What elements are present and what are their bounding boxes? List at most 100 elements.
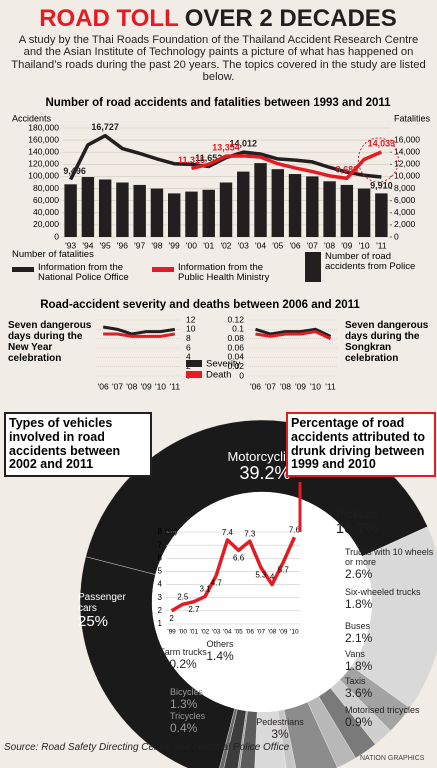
- x-tick-label: '07: [265, 381, 276, 391]
- data-label: 4: [270, 573, 275, 582]
- chart-title: Road-accident severity and deaths betwee…: [40, 299, 360, 311]
- chart-subtitle: Seven dangerous days during the New Year…: [8, 320, 92, 364]
- x-tick-label: '04: [255, 240, 266, 250]
- pie-label-value: 3.6%: [345, 685, 373, 700]
- bar: [81, 177, 95, 237]
- bar: [219, 182, 233, 237]
- bar: [98, 179, 112, 237]
- x-tick-label: '11: [376, 240, 387, 250]
- x-tick-label: '03: [238, 240, 249, 250]
- pie-label-name: Six-wheeled trucks: [345, 587, 421, 597]
- y-tick-label: 5: [158, 567, 163, 576]
- pie-label: Pickups 16.7%: [322, 507, 392, 538]
- y-tick-label: 140,000: [28, 146, 59, 156]
- data-label: 6.6: [233, 554, 245, 563]
- y-tick-label: 40,000: [33, 207, 59, 217]
- x-tick-label: '00: [179, 629, 188, 636]
- data-label: 13,354: [212, 143, 240, 153]
- legend-item: Information from the National Police Off…: [12, 262, 147, 284]
- pie-label-value: 1.4%: [206, 648, 234, 663]
- pie-label-value: 0.4%: [170, 720, 198, 735]
- data-label: 14,033: [368, 138, 396, 148]
- data-label: 11,652: [195, 153, 222, 163]
- pie-label-name: Pedestrians: [256, 717, 304, 727]
- bar: [254, 163, 267, 237]
- y-tick-label: 6: [158, 553, 163, 562]
- line: [255, 327, 332, 338]
- data-label: 9,910: [370, 180, 393, 190]
- bar: [150, 188, 164, 237]
- bar: [185, 191, 198, 237]
- pie-label-value: 1.3%: [170, 696, 198, 711]
- chart-title: Number of road accidents and fatalities …: [45, 97, 391, 109]
- highlight-circle: [357, 137, 399, 183]
- bar: [340, 184, 354, 237]
- pie-label-value: 25%: [78, 613, 109, 630]
- data-label: 3.1: [200, 585, 212, 594]
- chart-subtitle: Seven dangerous days during the Songkran…: [345, 320, 429, 364]
- data-label: 4.7: [211, 578, 223, 587]
- pie-label: Vans 1.8%: [345, 649, 415, 673]
- y2-tick-label: 12,000: [394, 159, 420, 169]
- legend-item: Information from the Public Health Minis…: [152, 262, 287, 284]
- legend-text: Information from the National Police Off…: [38, 262, 129, 284]
- data-label: 11,315: [178, 155, 205, 165]
- x-tick-label: '11: [325, 381, 336, 391]
- y-tick-label: 6: [186, 342, 191, 352]
- bar: [202, 189, 215, 237]
- pie-label: Passenger cars 25%: [78, 592, 138, 631]
- pie-label-name: Passenger cars: [78, 592, 126, 614]
- data-label: 7.6: [289, 525, 301, 534]
- x-tick-label: '04: [223, 629, 232, 636]
- y-tick-label: 10: [186, 324, 196, 334]
- x-tick-label: '09: [341, 240, 352, 250]
- x-tick-label: '99: [167, 629, 176, 636]
- pie-label-value: 2.6%: [345, 566, 373, 581]
- pie-label-value: 39.2%: [239, 463, 291, 484]
- x-tick-label: '09: [141, 381, 152, 391]
- x-tick-label: '94: [82, 240, 93, 250]
- y-tick-label: 0.02: [227, 361, 244, 371]
- pie-label-value: 0.2%: [169, 656, 197, 671]
- bar: [375, 193, 388, 237]
- pie-label: Trucks with 10 wheels or more 2.6%: [345, 547, 437, 581]
- line: [191, 150, 383, 181]
- pie-label-value: 2.1%: [345, 630, 373, 645]
- x-tick-label: '99: [169, 240, 180, 250]
- pie-label: Others 1.4%: [200, 639, 240, 663]
- y-tick-label: 8: [186, 333, 191, 343]
- x-tick-label: '02: [220, 240, 231, 250]
- chart-title-box: Percentage of road accidents attributed …: [286, 412, 436, 477]
- x-tick-label: '08: [126, 381, 137, 391]
- bar: [133, 184, 146, 237]
- y-tick-label: 7: [158, 540, 163, 549]
- pie-label-name: Vans: [345, 649, 365, 659]
- y-tick-label: 8: [158, 527, 163, 536]
- x-tick-label: '10: [310, 381, 321, 391]
- y2-tick-label: 10,000: [394, 171, 420, 181]
- x-tick-label: '08: [324, 240, 335, 250]
- y2-tick-label: 14,000: [394, 146, 420, 156]
- pie-label: Taxis 3.6%: [345, 676, 415, 700]
- y-tick-label: 160,000: [28, 134, 59, 144]
- bar: [288, 174, 302, 237]
- bar: [306, 176, 319, 237]
- y-tick-label: 3: [158, 593, 163, 602]
- y2-tick-label: 2,000: [394, 219, 416, 229]
- pie-label: Motorised tricycles 0.9%: [345, 705, 437, 729]
- y2-tick-label: 0: [394, 231, 399, 241]
- x-tick-label: '10: [359, 240, 370, 250]
- y-tick-label: 100,000: [28, 171, 59, 181]
- source: Source: Road Safety Directing Centre and…: [4, 742, 290, 753]
- x-tick-label: '93: [65, 240, 76, 250]
- pie-label-name: Bicycles: [170, 687, 204, 697]
- y2-tick-label: 8,000: [394, 183, 416, 193]
- y-tick-label: 0.1: [232, 324, 244, 334]
- data-label: 5.3: [255, 571, 267, 580]
- y-tick-label: 0: [54, 231, 59, 241]
- title-black: OVER 2 DECADES: [185, 5, 397, 32]
- y-tick-label: 0.04: [227, 352, 244, 362]
- x-tick-label: '07: [112, 381, 123, 391]
- legend-text: Information from the Public Health Minis…: [178, 262, 270, 284]
